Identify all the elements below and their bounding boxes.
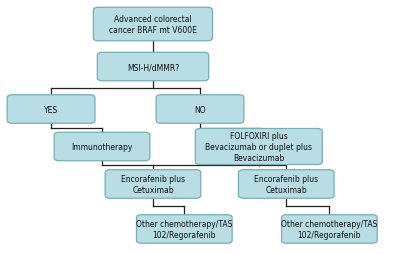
Text: FOLFOXIRI plus
Bevacizumab or duplet plus
Bevacizumab: FOLFOXIRI plus Bevacizumab or duplet plu…	[205, 131, 312, 163]
FancyBboxPatch shape	[238, 170, 334, 198]
Text: Other chemotherapy/TAS
102/Regorafenib: Other chemotherapy/TAS 102/Regorafenib	[136, 219, 232, 239]
FancyBboxPatch shape	[93, 8, 212, 42]
Text: Other chemotherapy/TAS
102/Regorafenib: Other chemotherapy/TAS 102/Regorafenib	[281, 219, 378, 239]
Text: YES: YES	[44, 105, 58, 114]
FancyBboxPatch shape	[156, 96, 244, 124]
Text: Advanced colorectal
cancer BRAF mt V600E: Advanced colorectal cancer BRAF mt V600E	[109, 15, 197, 35]
FancyBboxPatch shape	[97, 53, 209, 82]
Text: MSI-H/dMMR?: MSI-H/dMMR?	[127, 63, 179, 72]
Text: Encorafenib plus
Cetuximab: Encorafenib plus Cetuximab	[121, 174, 185, 194]
Text: Immunotherapy: Immunotherapy	[71, 142, 133, 151]
FancyBboxPatch shape	[7, 96, 95, 124]
FancyBboxPatch shape	[136, 215, 232, 243]
FancyBboxPatch shape	[54, 133, 150, 161]
FancyBboxPatch shape	[195, 129, 322, 165]
Text: NO: NO	[194, 105, 206, 114]
FancyBboxPatch shape	[282, 215, 377, 243]
Text: Encorafenib plus
Cetuximab: Encorafenib plus Cetuximab	[254, 174, 318, 194]
FancyBboxPatch shape	[105, 170, 201, 198]
